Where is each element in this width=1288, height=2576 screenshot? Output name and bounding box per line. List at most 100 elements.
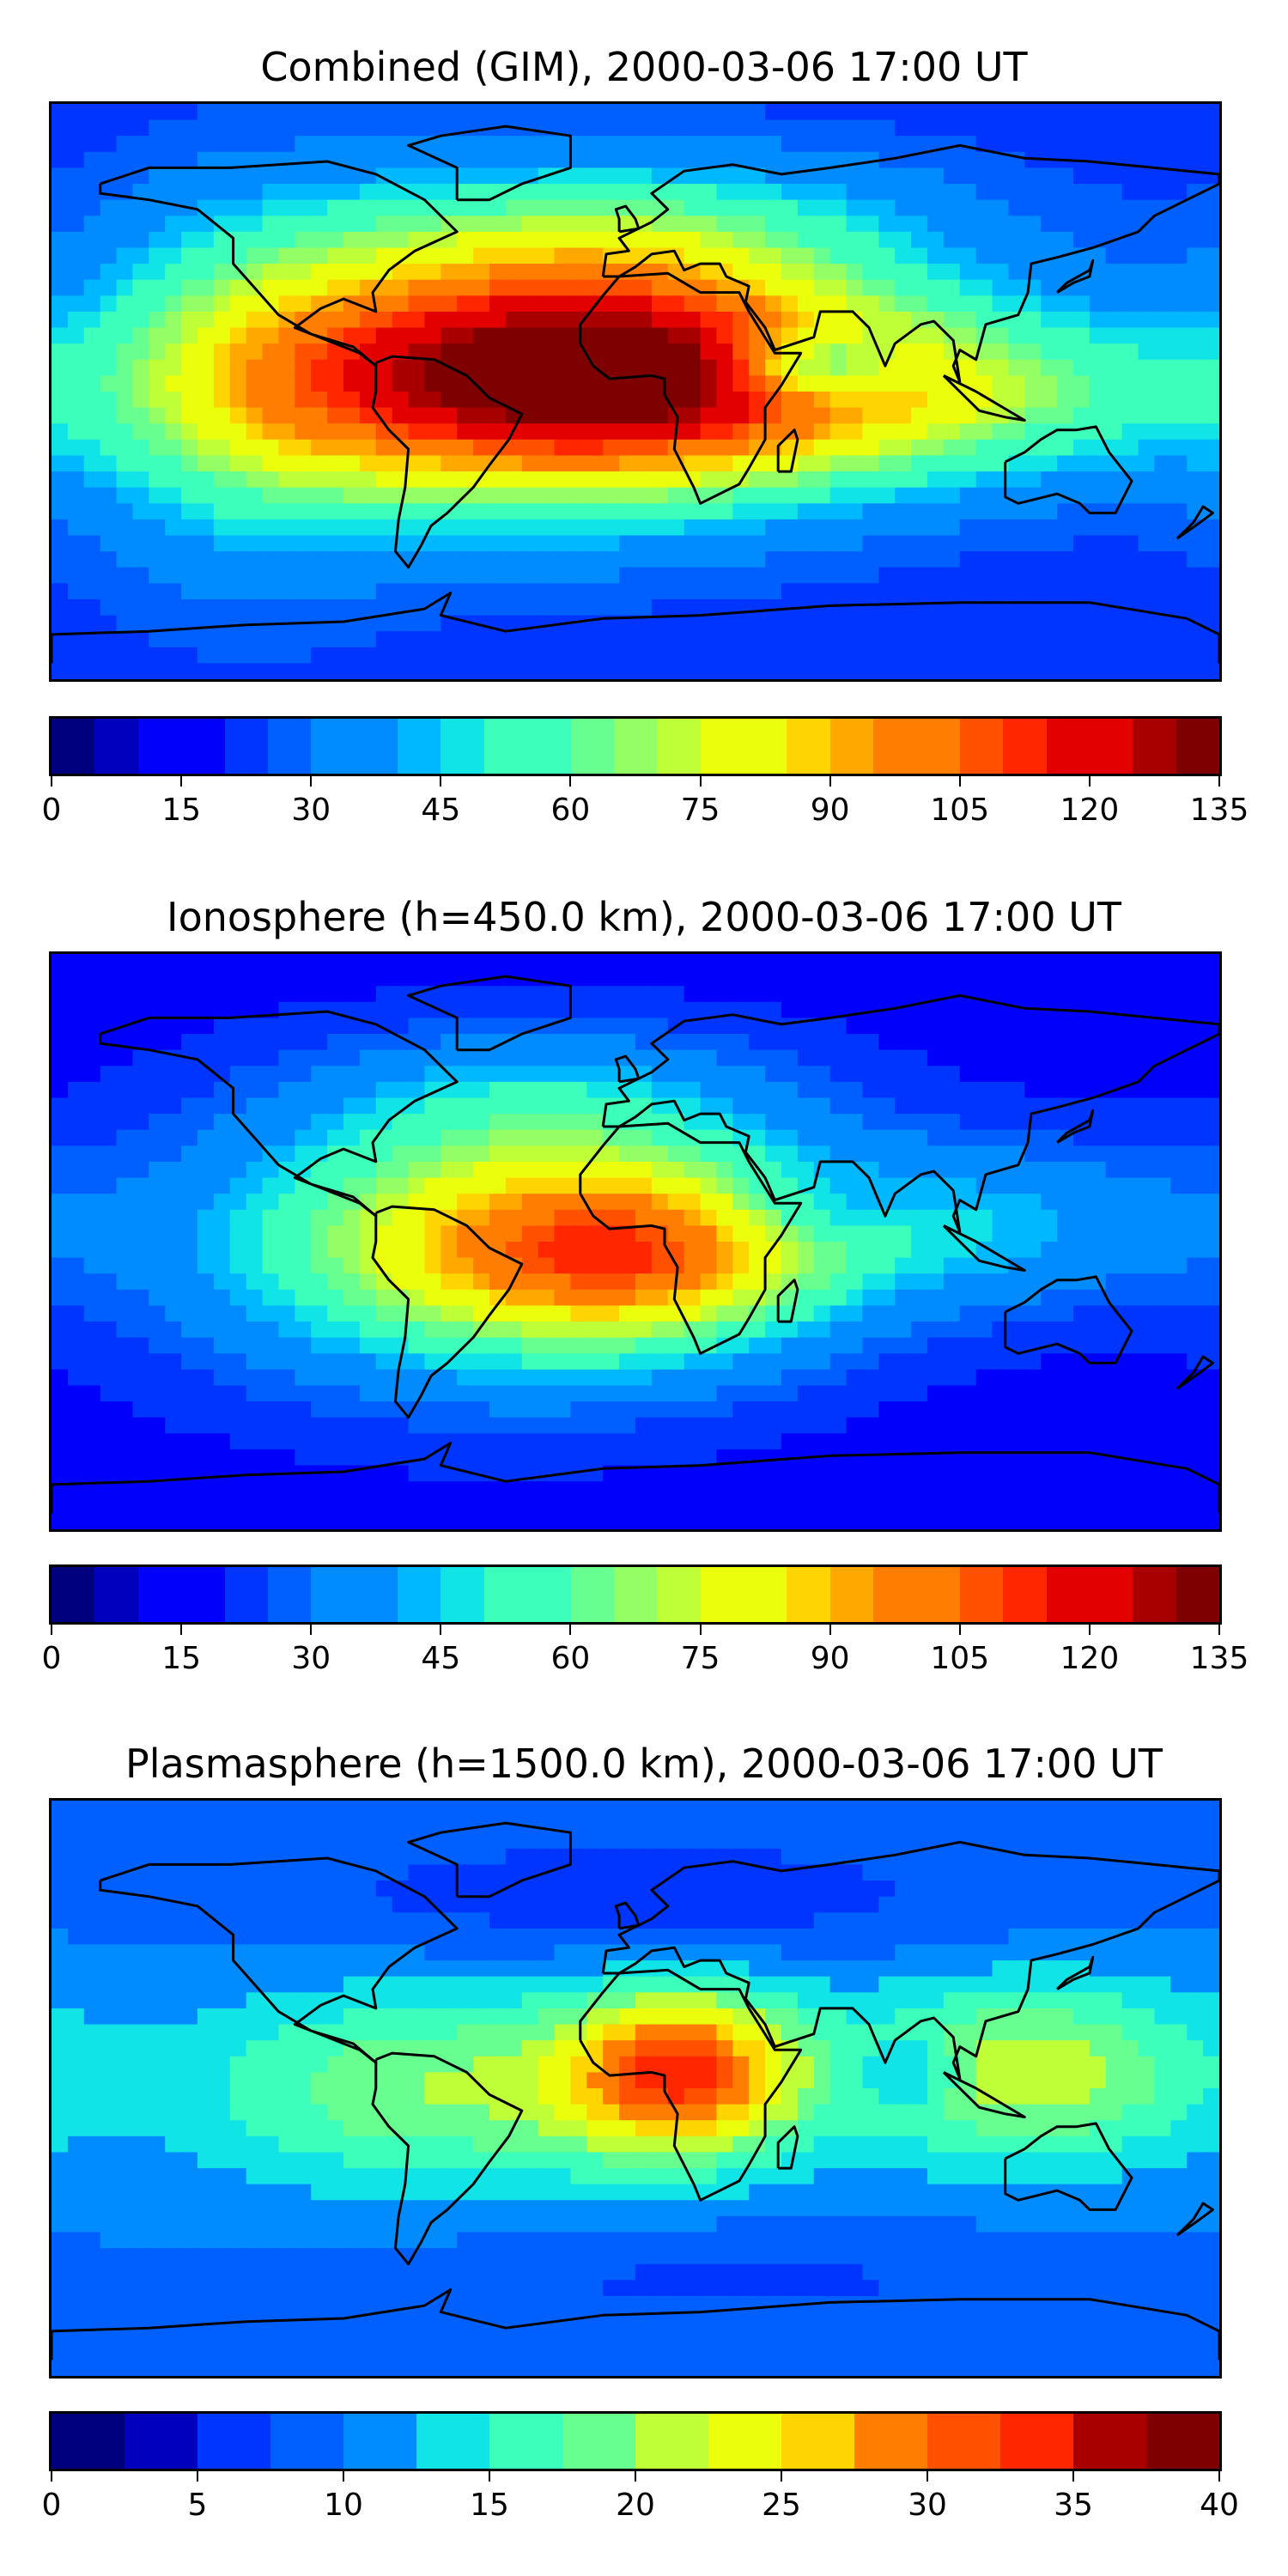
- field-cell: [83, 1097, 101, 1115]
- field-cell: [1121, 969, 1139, 987]
- field-cell: [408, 216, 426, 233]
- field-cell: [781, 119, 799, 137]
- field-cell: [473, 439, 490, 457]
- field-cell: [343, 136, 361, 153]
- field-cell: [667, 598, 685, 617]
- field-cell: [781, 136, 799, 153]
- field-cell: [489, 535, 507, 552]
- field-cell: [943, 1145, 961, 1163]
- field-cell: [862, 1097, 879, 1115]
- field-cell: [975, 392, 993, 409]
- field-cell: [149, 167, 166, 185]
- field-cell: [165, 1177, 182, 1194]
- field-cell: [83, 583, 101, 600]
- field-cell: [765, 615, 782, 632]
- field-cell: [878, 184, 896, 201]
- field-cell: [797, 231, 815, 249]
- field-cell: [603, 1209, 620, 1226]
- field-cell: [359, 439, 377, 457]
- field-cell: [67, 1369, 85, 1387]
- field-cell: [862, 407, 879, 424]
- field-cell: [1105, 1369, 1123, 1387]
- field-cell: [213, 1129, 231, 1146]
- field-cell: [1024, 1097, 1042, 1115]
- field-cell: [700, 1209, 718, 1226]
- field-cell: [895, 407, 912, 424]
- field-cell: [992, 327, 1010, 344]
- field-cell: [489, 1273, 507, 1291]
- field-cell: [1073, 104, 1091, 121]
- field-cell: [229, 1242, 247, 1259]
- field-cell: [132, 1321, 149, 1339]
- field-cell: [392, 392, 410, 409]
- field-cell: [538, 231, 556, 249]
- field-cell: [408, 1034, 426, 1051]
- field-cell: [295, 279, 312, 296]
- field-cell: [846, 1018, 864, 1035]
- field-cell: [959, 503, 977, 520]
- field-cell: [116, 631, 134, 648]
- field-cell: [246, 119, 264, 137]
- field-cell: [992, 1145, 1010, 1163]
- field-cell: [327, 598, 344, 617]
- field-cell: [700, 503, 718, 520]
- field-cell: [651, 231, 669, 249]
- field-cell: [619, 615, 636, 632]
- field-cell: [100, 104, 118, 121]
- field-cell: [813, 1018, 831, 1035]
- field-cell: [1187, 247, 1204, 264]
- field-cell: [1203, 1321, 1219, 1339]
- field-cell: [1154, 327, 1171, 344]
- field-cell: [1073, 1369, 1091, 1387]
- field-cell: [83, 1209, 101, 1226]
- field-cell: [732, 519, 750, 537]
- field-cell: [749, 567, 766, 584]
- field-cell: [927, 423, 945, 440]
- field-cell: [619, 1417, 636, 1434]
- field-cell: [311, 954, 328, 971]
- field-cell: [246, 1018, 264, 1035]
- field-cell: [1203, 535, 1219, 552]
- field-cell: [343, 359, 361, 376]
- field-cell: [408, 1305, 426, 1322]
- field-cell: [52, 1034, 69, 1051]
- field-cell: [878, 423, 896, 440]
- field-cell: [489, 359, 507, 376]
- field-cell: [683, 1385, 702, 1402]
- field-cell: [586, 1049, 604, 1066]
- field-cell: [132, 1097, 149, 1115]
- field-cell: [992, 969, 1010, 987]
- field-cell: [1024, 1401, 1042, 1419]
- field-cell: [311, 216, 328, 233]
- field-cell: [521, 1209, 539, 1226]
- field-cell: [862, 615, 879, 632]
- field-cell: [311, 1449, 328, 1467]
- field-cell: [651, 1145, 669, 1163]
- field-cell: [1170, 423, 1188, 440]
- field-cell: [149, 1066, 166, 1083]
- field-cell: [116, 1369, 134, 1387]
- field-cell: [521, 986, 539, 1003]
- field-cell: [424, 631, 441, 648]
- field-cell: [229, 1001, 247, 1019]
- field-cell: [1138, 503, 1156, 520]
- field-cell: [878, 1081, 896, 1099]
- field-cell: [1121, 1242, 1139, 1259]
- field-cell: [473, 631, 490, 648]
- field-cell: [1170, 1018, 1188, 1035]
- field-cell: [1073, 487, 1091, 504]
- field-cell: [1008, 1242, 1025, 1259]
- field-cell: [327, 471, 344, 489]
- field-cell: [716, 583, 733, 600]
- field-cell: [1154, 1097, 1171, 1115]
- field-cell: [246, 471, 264, 489]
- field-cell: [505, 1001, 523, 1019]
- field-cell: [846, 264, 864, 281]
- field-cell: [911, 1209, 928, 1226]
- field-cell: [651, 455, 669, 472]
- field-cell: [100, 119, 118, 137]
- field-cell: [1203, 231, 1219, 249]
- field-cell: [732, 455, 750, 472]
- field-cell: [586, 551, 604, 568]
- field-cell: [1138, 1369, 1156, 1387]
